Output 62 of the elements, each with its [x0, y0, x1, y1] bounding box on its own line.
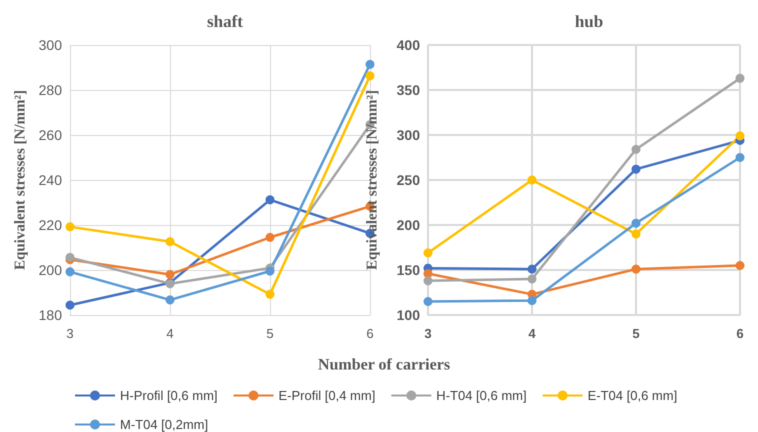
x-tick-label: 3 [424, 326, 432, 341]
y-tick-label: 250 [396, 172, 420, 188]
y-axis-title: Equivalent stresses [N/mm²] [12, 90, 28, 270]
point [528, 264, 536, 274]
y-axis-title: Equivalent stresses [N/mm²] [364, 90, 380, 270]
point [632, 164, 640, 174]
y-tick-label: 300 [38, 37, 62, 53]
chart-title: hub [574, 12, 604, 31]
y-tick-label: 350 [396, 82, 420, 98]
point [632, 144, 640, 154]
point [424, 269, 432, 278]
point [166, 237, 174, 246]
x-tick-label: 6 [366, 326, 374, 341]
point [366, 71, 374, 80]
x-axis-title: Number of carriers [318, 356, 450, 374]
point [266, 232, 274, 242]
y-tick-label: 240 [38, 172, 62, 188]
legend-label: E-Profil [0,4 mm] [278, 388, 376, 403]
x-tick-label: 3 [66, 326, 74, 341]
point [424, 248, 432, 258]
point [736, 74, 744, 83]
point [166, 270, 174, 279]
x-tick-label: 5 [632, 326, 640, 341]
y-tick-label: 260 [38, 127, 62, 143]
point [736, 261, 744, 270]
point [266, 195, 274, 204]
y-tick-label: 300 [396, 127, 420, 143]
point [66, 267, 74, 276]
y-tick-label: 220 [38, 217, 62, 233]
point [424, 276, 432, 286]
y-tick-label: 200 [396, 217, 420, 233]
legend-label: M-T04 [0,2mm] [120, 417, 208, 432]
x-tick-label: 4 [528, 326, 536, 341]
legend-label: H-Profil [0,6 mm] [120, 388, 218, 403]
x-tick-label: 6 [736, 326, 744, 341]
point [266, 266, 274, 276]
y-tick-label: 180 [38, 307, 62, 323]
point [366, 60, 374, 69]
point [528, 296, 536, 306]
point [66, 300, 74, 310]
point [66, 222, 74, 232]
y-tick-label: 280 [38, 82, 62, 98]
point [66, 252, 74, 262]
chart-title: shaft [207, 12, 244, 31]
y-tick-label: 100 [396, 307, 420, 323]
point [632, 218, 640, 228]
y-tick-label: 400 [396, 37, 420, 53]
y-tick-label: 150 [396, 262, 420, 278]
point [736, 153, 744, 162]
point [424, 297, 432, 306]
point [528, 176, 536, 184]
x-tick-label: 5 [266, 326, 274, 341]
y-tick-label: 200 [38, 262, 62, 278]
point [166, 295, 174, 304]
point [266, 290, 274, 299]
legend-label: H-T04 [0,6 mm] [436, 388, 527, 403]
point [528, 274, 536, 284]
point [632, 230, 640, 238]
point [632, 264, 640, 274]
legend-label: E-T04 [0,6 mm] [588, 388, 678, 403]
x-tick-label: 4 [166, 326, 174, 341]
point [736, 131, 744, 140]
